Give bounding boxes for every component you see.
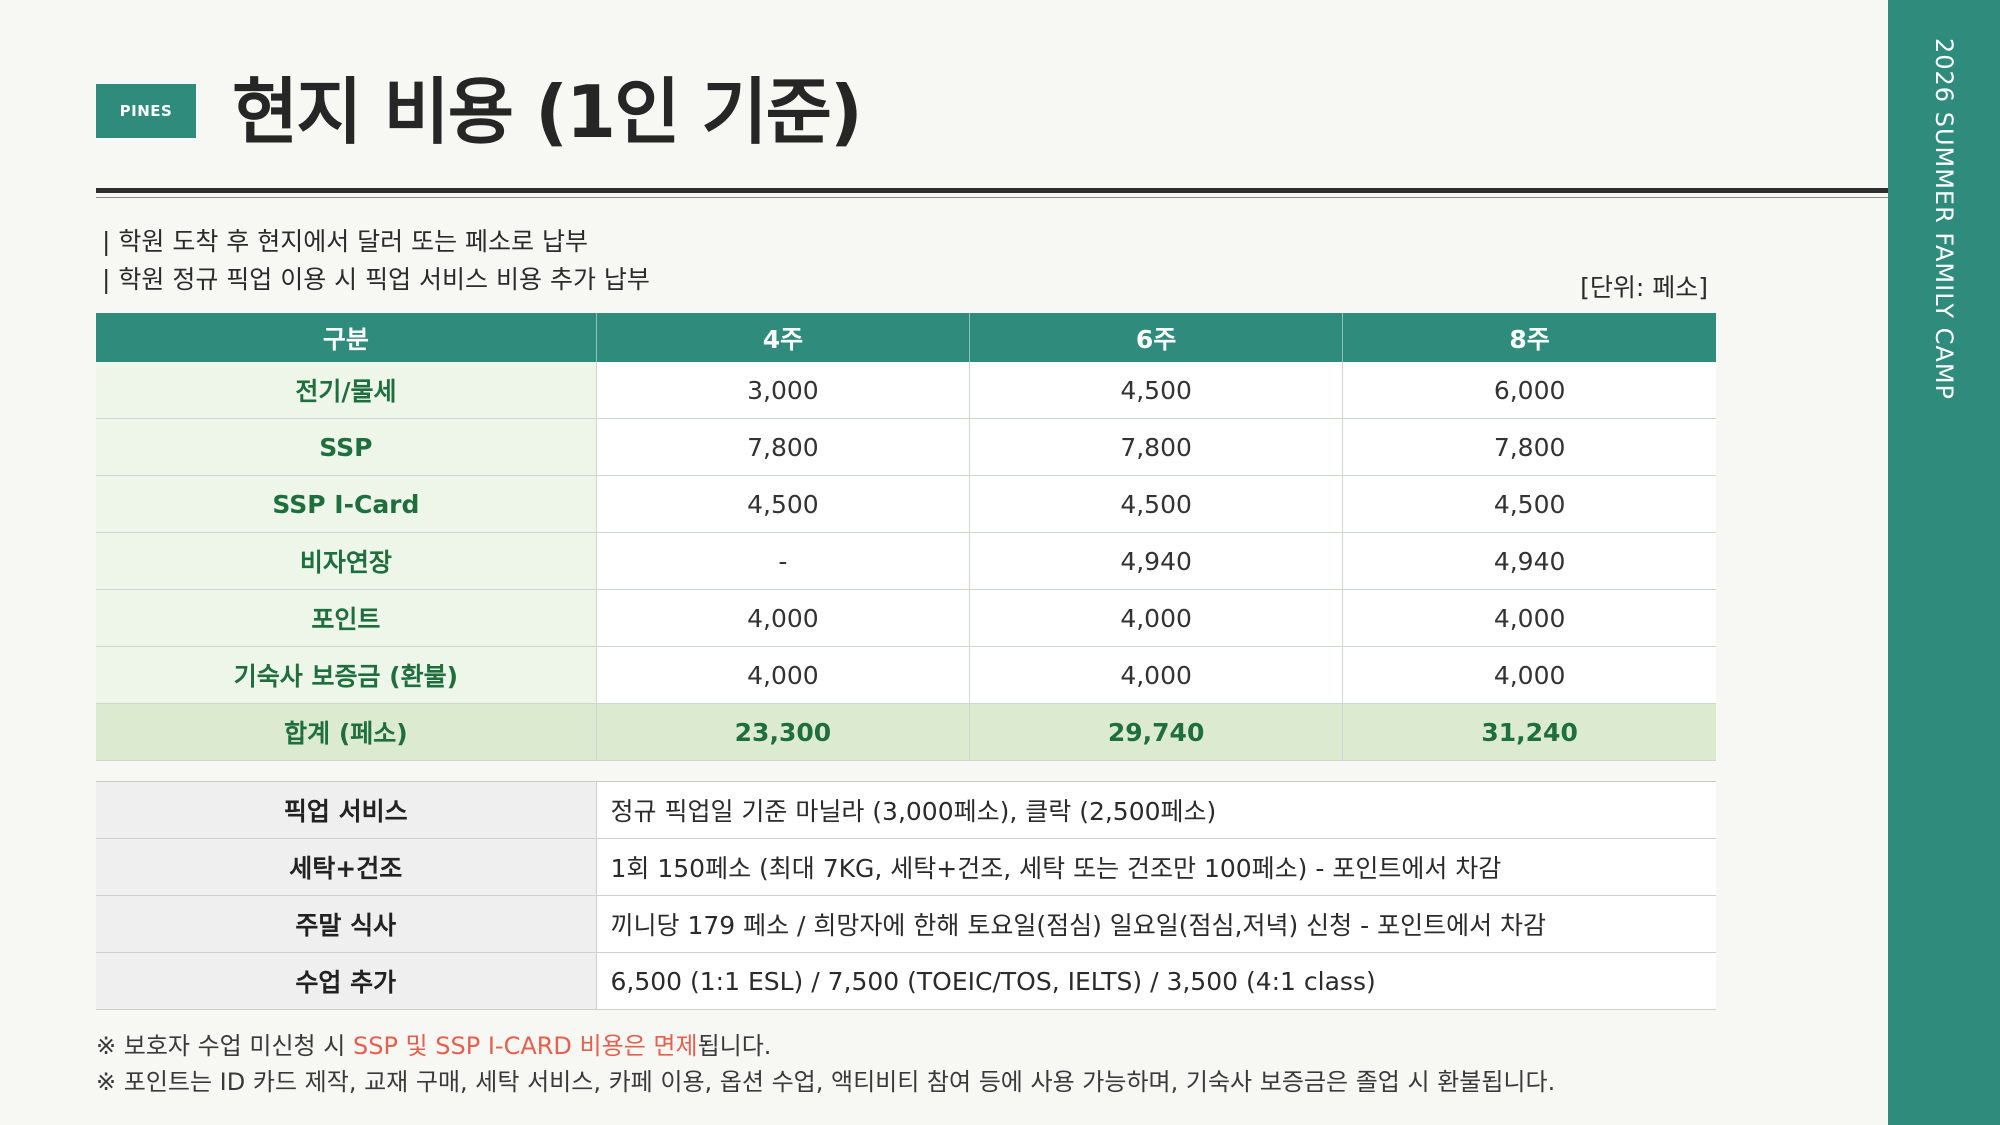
table-row: 픽업 서비스 정규 픽업일 기준 마닐라 (3,000페소), 클락 (2,50…	[96, 781, 1716, 839]
cell-value: 6,000	[1342, 362, 1716, 419]
row-label: 비자연장	[96, 532, 597, 590]
service-label: 세탁+건조	[96, 838, 597, 896]
cell-value: 4,500	[596, 475, 971, 533]
row-label: 포인트	[96, 589, 597, 647]
row-label: SSP I-Card	[96, 475, 597, 533]
total-value: 23,300	[596, 703, 971, 761]
table-row: 기숙사 보증금 (환불) 4,000 4,000 4,000	[96, 646, 1716, 704]
page-title: 현지 비용 (1인 기준)	[232, 70, 863, 154]
footnote-points: ※ 포인트는 ID 카드 제작, 교재 구매, 세탁 서비스, 카페 이용, 옵…	[96, 1068, 1556, 1096]
column-header-8weeks: 8주	[1342, 313, 1716, 362]
total-value: 31,240	[1342, 703, 1716, 761]
cell-value: 4,500	[1342, 475, 1716, 533]
total-label: 합계 (페소)	[96, 703, 597, 761]
table-row: 수업 추가 6,500 (1:1 ESL) / 7,500 (TOEIC/TOS…	[96, 952, 1716, 1010]
footnote-waiver-suffix: 됩니다.	[697, 1032, 772, 1060]
service-label: 픽업 서비스	[96, 781, 597, 839]
table-row: 포인트 4,000 4,000 4,000	[96, 589, 1716, 647]
cell-value: 7,800	[1342, 418, 1716, 476]
side-band: 2026 SUMMER FAMILY CAMP	[1888, 0, 2000, 1125]
table-row: SSP 7,800 7,800 7,800	[96, 418, 1716, 476]
service-description: 끼니당 179 페소 / 희망자에 한해 토요일(점심) 일요일(점심,저녁) …	[596, 895, 1716, 953]
total-value: 29,740	[969, 703, 1344, 761]
footnote-waiver-highlight: SSP 및 SSP I-CARD 비용은 면제	[352, 1032, 698, 1060]
service-description: 6,500 (1:1 ESL) / 7,500 (TOEIC/TOS, IELT…	[596, 952, 1716, 1010]
cell-value: 4,000	[1342, 589, 1716, 647]
service-label: 수업 추가	[96, 952, 597, 1010]
table-row: 비자연장 - 4,940 4,940	[96, 532, 1716, 590]
row-label: 전기/물세	[96, 362, 597, 419]
cell-value: 7,800	[969, 418, 1344, 476]
cell-value: 4,500	[969, 362, 1344, 419]
service-description: 1회 150페소 (최대 7KG, 세탁+건조, 세탁 또는 건조만 100페소…	[596, 838, 1716, 896]
cost-table: 구분 4주 6주 8주 전기/물세 3,000 4,500 6,000 SSP …	[96, 313, 1716, 761]
service-description: 정규 픽업일 기준 마닐라 (3,000페소), 클락 (2,500페소)	[596, 781, 1716, 839]
note-pickup: | 학원 정규 픽업 이용 시 픽업 서비스 비용 추가 납부	[102, 265, 650, 294]
column-header-6weeks: 6주	[969, 313, 1344, 362]
cell-value: 4,940	[969, 532, 1344, 590]
service-label: 주말 식사	[96, 895, 597, 953]
table-row: 세탁+건조 1회 150페소 (최대 7KG, 세탁+건조, 세탁 또는 건조만…	[96, 838, 1716, 896]
cell-value: 4,000	[969, 646, 1344, 704]
cell-value: 4,500	[969, 475, 1344, 533]
table-row: 주말 식사 끼니당 179 페소 / 희망자에 한해 토요일(점심) 일요일(점…	[96, 895, 1716, 953]
side-band-text: 2026 SUMMER FAMILY CAMP	[1930, 38, 1958, 401]
table-row: SSP I-Card 4,500 4,500 4,500	[96, 475, 1716, 533]
row-label: SSP	[96, 418, 597, 476]
cell-value: 4,000	[596, 646, 971, 704]
cell-value: 4,940	[1342, 532, 1716, 590]
note-payment: | 학원 도착 후 현지에서 달러 또는 페소로 납부	[102, 227, 588, 256]
cell-value: 7,800	[596, 418, 971, 476]
cell-value: 4,000	[1342, 646, 1716, 704]
column-header-4weeks: 4주	[596, 313, 971, 362]
total-row: 합계 (페소) 23,300 29,740 31,240	[96, 703, 1716, 761]
title-divider-thin	[96, 197, 1888, 198]
footnote-waiver: ※ 보호자 수업 미신청 시 SSP 및 SSP I-CARD 비용은 면제됩니…	[96, 1026, 771, 1061]
extra-services-table: 픽업 서비스 정규 픽업일 기준 마닐라 (3,000페소), 클락 (2,50…	[96, 781, 1716, 1010]
cell-value: 3,000	[596, 362, 971, 419]
table-row: 전기/물세 3,000 4,500 6,000	[96, 362, 1716, 419]
pines-logo: PINES	[96, 84, 196, 138]
cell-value: -	[596, 532, 971, 590]
cell-value: 4,000	[969, 589, 1344, 647]
cell-value: 4,000	[596, 589, 971, 647]
cost-table-header-row: 구분 4주 6주 8주	[96, 313, 1716, 362]
title-divider	[96, 188, 1888, 193]
footnote-waiver-prefix: ※ 보호자 수업 미신청 시	[96, 1032, 353, 1060]
unit-label: [단위: 페소]	[1580, 273, 1708, 302]
column-header-category: 구분	[96, 313, 597, 362]
row-label: 기숙사 보증금 (환불)	[96, 646, 597, 704]
